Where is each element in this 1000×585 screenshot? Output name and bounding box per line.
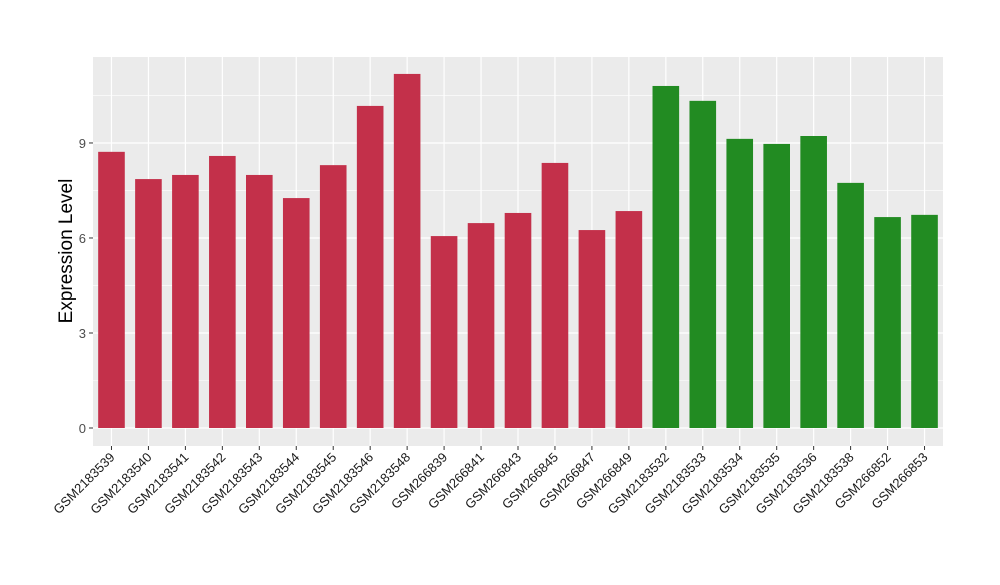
bar-GSM2183539 bbox=[98, 151, 125, 429]
bar-GSM2183540 bbox=[135, 179, 162, 428]
bar-GSM2183542 bbox=[209, 155, 236, 428]
bar-GSM2183535 bbox=[763, 143, 790, 428]
y-tick-label: 9 bbox=[79, 136, 86, 151]
bar-GSM2183546 bbox=[356, 105, 384, 428]
bar-GSM2183544 bbox=[282, 198, 310, 428]
bar-GSM266839 bbox=[430, 236, 458, 428]
bar-GSM2183533 bbox=[689, 100, 717, 428]
y-tick-label: 6 bbox=[79, 231, 86, 246]
y-tick-label: 0 bbox=[79, 421, 86, 436]
bar-GSM266845 bbox=[541, 162, 569, 428]
bar-GSM266852 bbox=[874, 217, 901, 428]
bar-GSM266849 bbox=[615, 211, 643, 428]
bar-GSM2183538 bbox=[837, 182, 864, 428]
bar-GSM2183548 bbox=[393, 73, 421, 429]
bar-GSM2183543 bbox=[246, 174, 273, 428]
bar-GSM2183545 bbox=[319, 165, 347, 429]
bar-GSM266853 bbox=[911, 214, 938, 428]
y-tick-label: 3 bbox=[79, 326, 86, 341]
bar-GSM266843 bbox=[504, 212, 532, 428]
bar-GSM266847 bbox=[578, 230, 606, 428]
bars bbox=[98, 73, 938, 429]
y-axis: 0 3 6 9 bbox=[79, 136, 93, 436]
bar-GSM2183536 bbox=[800, 136, 827, 428]
y-axis-label: Expression Level bbox=[56, 179, 77, 324]
bar-GSM2183541 bbox=[172, 174, 199, 428]
bar-GSM2183532 bbox=[652, 85, 680, 429]
bar-GSM2183534 bbox=[726, 138, 754, 428]
bar-GSM266841 bbox=[467, 223, 495, 428]
x-axis: GSM2183539GSM2183540GSM2183541GSM2183542… bbox=[50, 446, 931, 517]
